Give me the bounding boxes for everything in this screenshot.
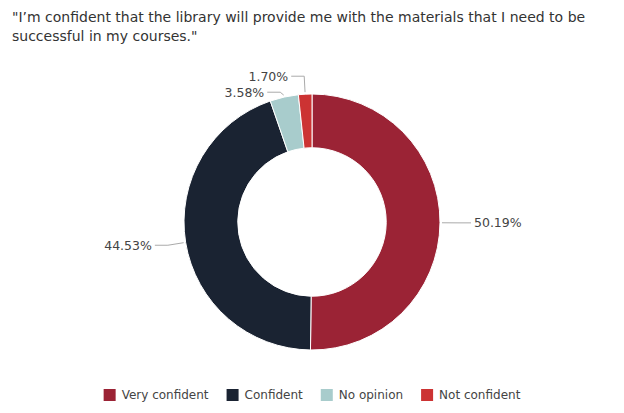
leader-line	[291, 76, 305, 92]
legend-item: Confident	[227, 388, 303, 402]
legend-label: Not confident	[439, 388, 521, 402]
slice	[310, 94, 440, 350]
title-line: "I’m confident that the library will pro…	[12, 9, 585, 25]
data-label: 1.70%	[248, 69, 288, 84]
legend: Very confident Confident No opinion Not con…	[104, 388, 521, 402]
legend-item: Very confident	[104, 388, 209, 402]
legend-item: Not confident	[421, 388, 521, 402]
data-labels: 50.19% 44.53% 3.58%1.70%	[104, 69, 522, 253]
legend-swatch	[421, 389, 433, 401]
data-label: 44.53%	[104, 238, 152, 253]
legend-swatch	[227, 389, 239, 401]
slices	[184, 94, 440, 350]
chart: "I’m confident that the library will pro…	[0, 0, 624, 413]
legend-swatch	[321, 389, 333, 401]
title-line: successful in my courses."	[12, 28, 197, 44]
legend-label: No opinion	[339, 388, 403, 402]
leader-line	[267, 92, 283, 95]
legend-label: Very confident	[122, 388, 209, 402]
data-label: 3.58%	[225, 85, 265, 100]
slice	[298, 94, 312, 148]
title: "I’m confident that the library will pro…	[12, 9, 585, 44]
legend-label: Confident	[245, 388, 303, 402]
leader-line	[442, 222, 471, 223]
leader-line	[155, 243, 184, 246]
legend-swatch	[104, 389, 116, 401]
data-label: 50.19%	[474, 215, 522, 230]
legend-item: No opinion	[321, 388, 403, 402]
